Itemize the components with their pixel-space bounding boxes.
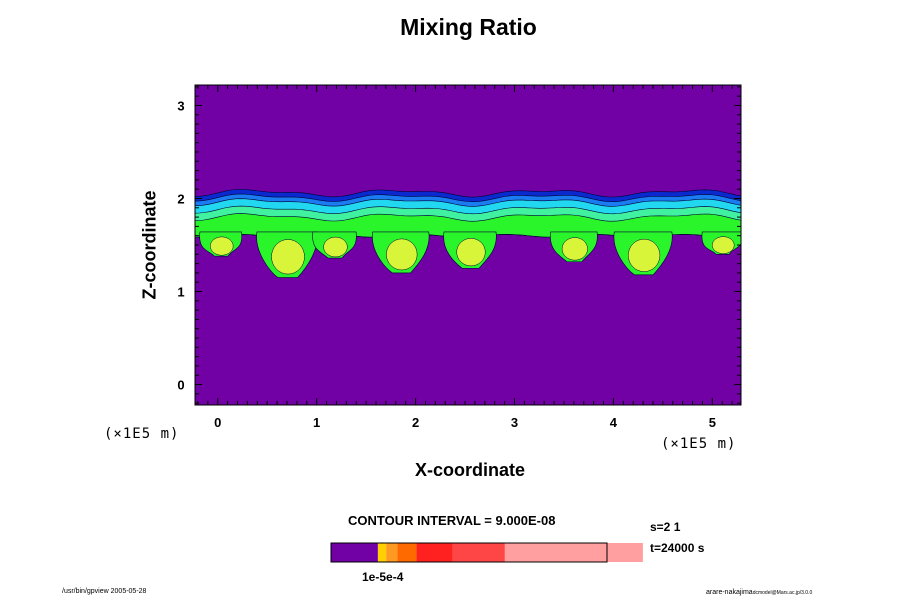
plume-core-1 — [210, 236, 234, 256]
y-axis-label: Z-coordinate — [139, 190, 160, 300]
footer-program-info: /usr/bin/gpview 2005-05-28 — [62, 588, 147, 595]
x-tick-label: 3 — [511, 415, 518, 430]
colorbar-segment-5 — [416, 543, 453, 562]
y-tick-label: 3 — [177, 98, 184, 113]
colorbar — [330, 542, 643, 563]
x-tick-label: 2 — [412, 415, 419, 430]
colorbar-segment-6 — [452, 543, 505, 562]
colorbar-label: 1e-5e-4 — [362, 570, 404, 584]
x-tick-label: 4 — [610, 415, 618, 430]
colorbar-segment-2 — [377, 543, 387, 562]
footer-author-sub: dcmodel@Mars.ac.jp/3.0.0 — [752, 590, 813, 596]
plume-core-2 — [271, 239, 305, 275]
x-tick-label: 0 — [214, 415, 221, 430]
y-tick-label: 0 — [177, 378, 184, 393]
footer-author-info: arare-nakajimadcmodel@Mars.ac.jp/3.0.0 — [706, 589, 812, 596]
chart-title: Mixing Ratio — [400, 14, 537, 40]
axis-ticks — [195, 85, 741, 405]
time-info: t=24000 s — [650, 541, 705, 555]
y-tick-label: 1 — [177, 285, 184, 300]
plume-core-7 — [627, 238, 661, 272]
footer-author: arare-nakajima — [706, 589, 753, 596]
plume-core-3 — [323, 236, 348, 258]
step-info: s=2 1 — [650, 520, 681, 534]
x-axis-unit-left: (×1E5 m) — [104, 426, 180, 442]
colorbar-segment-1 — [331, 543, 378, 562]
axis-tick-labels: 0 1 2 3 4 5 0 1 2 3 — [177, 98, 716, 430]
x-axis-label: X-coordinate — [414, 460, 525, 480]
x-axis-unit-right: (×1E5 m) — [661, 436, 737, 452]
mixing-ratio-field — [195, 189, 741, 278]
plume-core-5 — [456, 238, 486, 267]
plume-core-6 — [561, 237, 588, 261]
x-tick-label: 5 — [709, 415, 716, 430]
colorbar-segment-7 — [504, 543, 643, 562]
colorbar-segment-3 — [386, 543, 398, 562]
plume-core-4 — [386, 238, 418, 271]
plume-core-8 — [711, 236, 735, 254]
colorbar-segment-4 — [397, 543, 417, 562]
colorbar-frame — [330, 542, 608, 563]
x-tick-label: 1 — [313, 415, 320, 430]
contour-interval-text: CONTOUR INTERVAL = 9.000E-08 — [348, 513, 556, 528]
y-tick-label: 2 — [177, 191, 184, 206]
